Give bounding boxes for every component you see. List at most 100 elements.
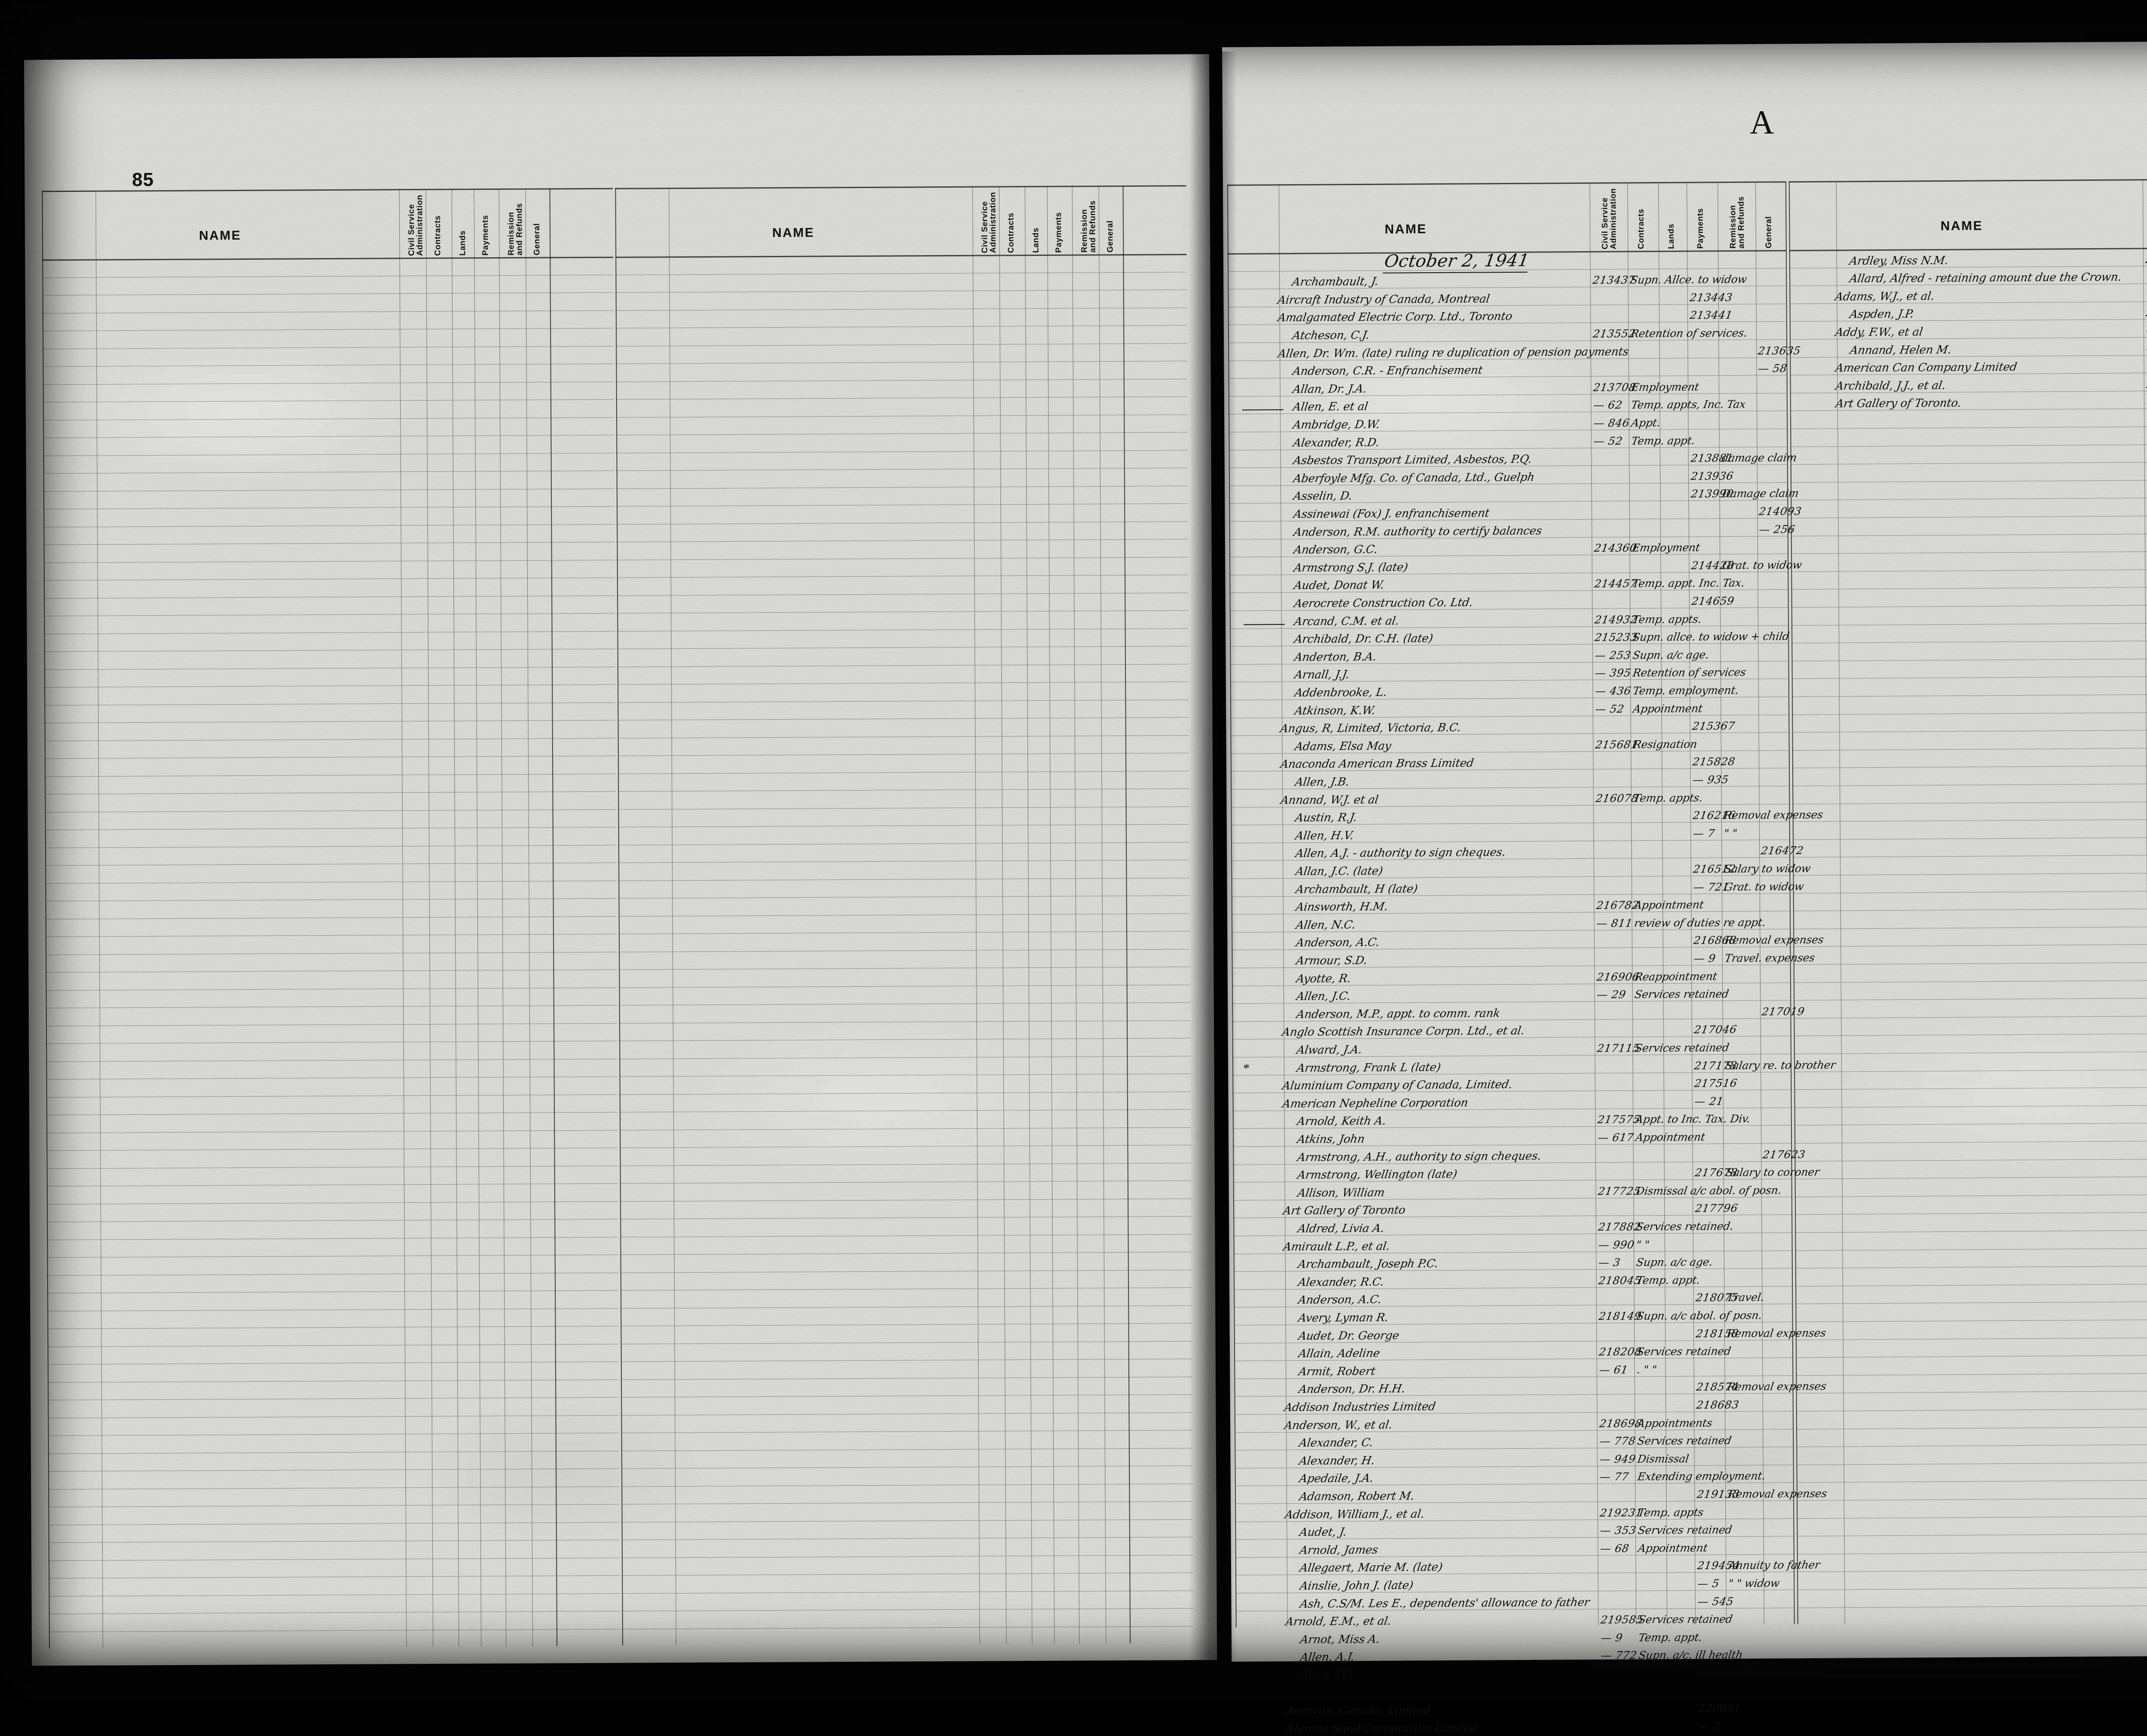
row-rule	[617, 753, 1189, 756]
column-divider-margin	[669, 188, 677, 1646]
entry-payments-note: Travel.	[1726, 1291, 1765, 1304]
entry-payments-number: 220051	[1697, 1702, 1742, 1715]
row-rule	[618, 842, 1189, 845]
column-header-civil-service-administration: Civil Service Administration	[1600, 188, 1618, 249]
row-rule	[1794, 997, 2147, 1001]
entry-payments-note: " "	[1723, 827, 1738, 839]
row-rule	[617, 610, 1189, 614]
entry-name: Alexander, R.C.	[1297, 1275, 1385, 1289]
header-rule	[1789, 246, 2147, 252]
entry-payments-number: — 545	[1697, 1595, 1735, 1608]
row-rule	[43, 381, 614, 385]
row-rule	[621, 1519, 1193, 1523]
row-rule	[43, 328, 614, 331]
ledger-page-left: 85 NAME Civil Service Administration Contra…	[24, 54, 1217, 1666]
row-rule	[1793, 943, 2147, 947]
column-divider-payments	[1072, 185, 1080, 1644]
row-rule	[46, 1183, 618, 1187]
row-rule	[46, 952, 617, 955]
row-rule	[620, 1145, 1191, 1148]
entry-name: Addison Industries Limited	[1283, 1400, 1437, 1414]
entry-name: Arnot, Miss A.	[1299, 1633, 1381, 1646]
entry-csa-note: . " "	[1636, 1363, 1658, 1376]
entry-name: Anderson, A.C.	[1295, 936, 1381, 950]
row-rule	[44, 595, 615, 599]
row-rule	[622, 1554, 1193, 1558]
row-rule	[620, 1323, 1192, 1326]
row-rule	[616, 378, 1187, 382]
entry-csa-number: — 353	[1599, 1524, 1637, 1537]
entry-name: Asbestos Transport Limited, Asbestos, P.…	[1292, 453, 1533, 468]
row-rule	[46, 1058, 617, 1062]
entry-name: Addy, F.W., et al	[1834, 325, 1924, 339]
entry-name: Ainslie, John J. (late)	[1299, 1579, 1414, 1593]
row-rule	[1796, 1443, 2147, 1447]
row-rule	[46, 969, 617, 973]
row-rule	[1795, 1229, 2147, 1233]
row-rule	[47, 1308, 619, 1311]
row-rule	[1796, 1461, 2147, 1465]
entry-name: Anderson, G.C.	[1292, 543, 1379, 557]
row-rule	[1796, 1354, 2147, 1358]
column-divider-lands	[474, 188, 482, 1647]
entry-name: Archambault, J.	[1291, 275, 1380, 289]
entry-csa-number: — 77	[1599, 1470, 1630, 1484]
entry-name: Archibald, J.J., et al.	[1834, 379, 1946, 393]
entry-payments-note: Salary re. to brother	[1724, 1058, 1837, 1072]
row-rule	[45, 898, 617, 902]
row-rule	[1797, 1551, 2147, 1554]
column-divider-name	[2142, 179, 2147, 1622]
entry-name: Armstrong, A.H., authority to sign chequ…	[1296, 1149, 1542, 1164]
row-rule	[43, 363, 614, 367]
column-divider-name	[972, 186, 980, 1644]
entry-csa-note: " "	[1635, 1238, 1651, 1251]
column-divider-lands	[1047, 185, 1055, 1644]
row-rule	[44, 666, 615, 670]
row-rule	[620, 1216, 1192, 1219]
ledger-page-right: NAME Civil Service Administration Contracts…	[1222, 40, 2147, 1736]
row-rule	[1792, 800, 2147, 804]
row-rule	[620, 1252, 1192, 1255]
entry-payments-number: — 21	[1694, 1095, 1724, 1108]
row-rule	[1794, 1032, 2147, 1037]
row-rule	[617, 539, 1188, 542]
entry-name: Adams, W.J., et al.	[1834, 289, 1936, 304]
column-divider-remission-and-refunds	[525, 188, 533, 1646]
entry-name: Anderson, A.C.	[1297, 1293, 1383, 1307]
row-rule	[620, 1198, 1192, 1202]
row-rule	[1794, 1104, 2147, 1108]
row-rule	[43, 417, 614, 420]
row-rule	[1795, 1336, 2147, 1340]
entry-name: Armstrong, Frank L (late)	[1295, 1061, 1442, 1075]
row-rule	[46, 1112, 618, 1116]
entry-name: Assinewai (Fox) J. enfranchisement	[1292, 507, 1490, 521]
row-rule	[1790, 354, 2147, 358]
entry-name: Aerocrete Construction Co. Ltd.	[1293, 596, 1474, 611]
entry-name: Allison, William	[1296, 1186, 1386, 1200]
column-header-name: NAME	[772, 225, 815, 240]
entry-name: Anderson, C.R. - Enfranchisement	[1292, 364, 1484, 378]
column-divider-payments	[499, 188, 507, 1647]
entry-payments-number: 217516	[1694, 1077, 1738, 1090]
entry-name: Armstrong, Wellington (late)	[1296, 1167, 1458, 1182]
entry-payments-note: Damage claim	[1721, 487, 1800, 500]
row-rule	[1797, 1568, 2147, 1572]
entry-csa-note: Appointment	[1632, 702, 1704, 715]
row-rule	[48, 1415, 619, 1418]
entry-name: Ash, C.S/M. Les E., dependents' allowanc…	[1299, 1596, 1590, 1611]
column-divider-contracts	[451, 188, 459, 1647]
row-rule	[618, 931, 1190, 934]
entry-csa-note: Services retained	[1637, 1613, 1733, 1626]
entry-csa-note: Services retained	[1633, 988, 1730, 1001]
row-rule	[1793, 890, 2147, 894]
entry-csa-number: — 846	[1592, 417, 1631, 429]
entry-csa-note: Services retained	[1636, 1345, 1732, 1358]
entry-name: Atkinson, K.W.	[1293, 704, 1376, 718]
column-header-remission-and-refunds: Remission and Refunds	[1728, 196, 1746, 249]
row-rule	[618, 788, 1189, 792]
row-rule	[1796, 1372, 2147, 1376]
column-header-remission-and-refunds: Remission and Refunds	[506, 203, 524, 256]
row-rule	[1790, 443, 2147, 447]
row-rule	[49, 1575, 620, 1579]
row-rule	[622, 1590, 1193, 1594]
